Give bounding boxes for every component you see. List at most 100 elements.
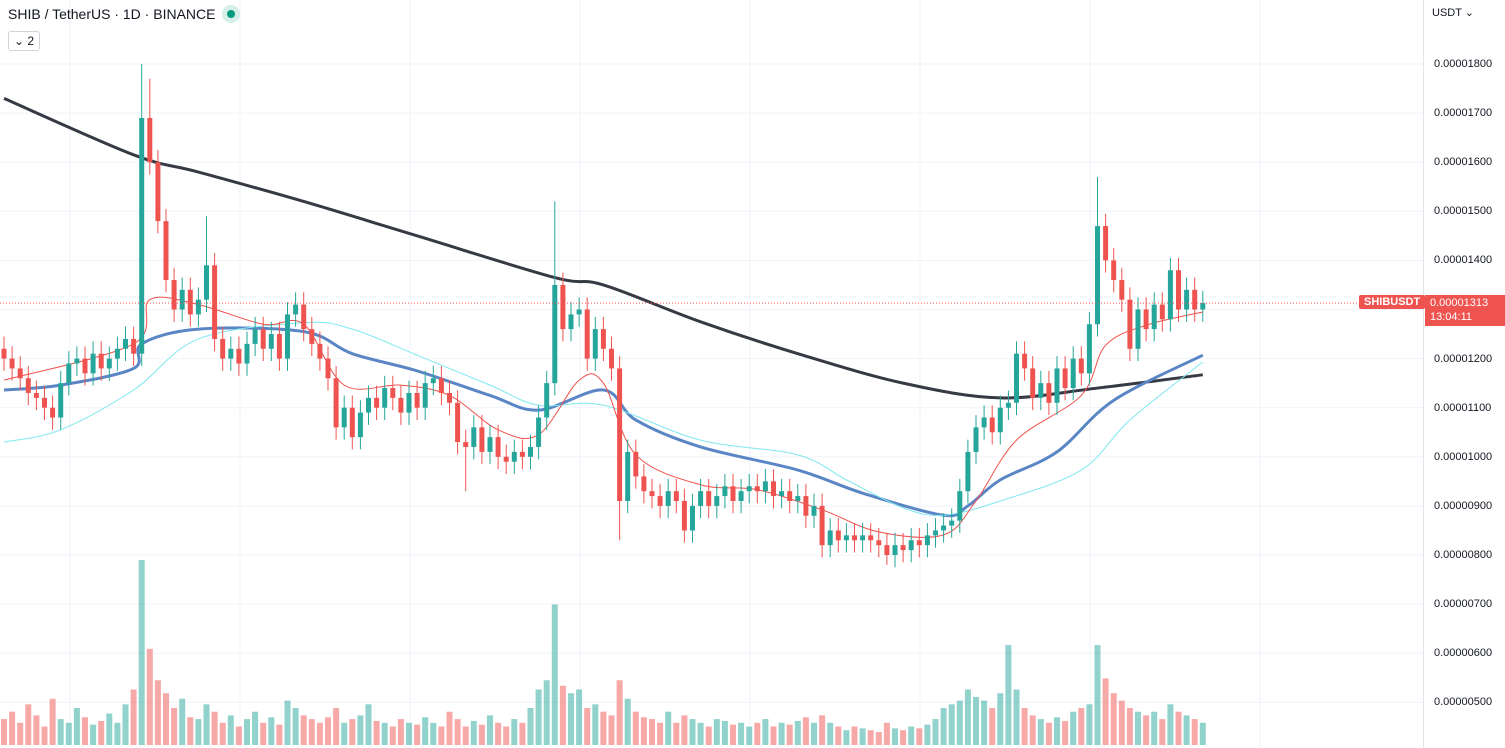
candle-body <box>690 505 695 531</box>
volume-bar <box>260 722 267 745</box>
candle-body <box>722 486 728 497</box>
volume-bar <box>219 722 226 745</box>
indicators-toggle-button[interactable]: ⌄ 2 <box>8 31 41 51</box>
candle-body <box>641 476 647 492</box>
candle-body <box>933 530 938 536</box>
candle-body <box>762 481 768 492</box>
volume-bar <box>341 722 348 745</box>
volume-bar <box>624 698 631 745</box>
volume-bar <box>1151 711 1158 745</box>
volume-bar <box>665 711 672 745</box>
candle-body <box>357 412 363 438</box>
candle-body <box>771 481 776 497</box>
candle-body <box>438 378 444 393</box>
volume-bar <box>1013 689 1020 745</box>
candle-body <box>949 520 955 526</box>
volume-bar <box>179 698 186 745</box>
candle-body <box>260 329 266 349</box>
symbol-legend[interactable]: SHIB / TetherUS · 1D · BINANCE <box>8 6 236 22</box>
volume-bar <box>308 719 315 745</box>
volume-bar <box>122 704 129 745</box>
candle-body <box>503 456 509 462</box>
volume-bar <box>932 719 939 745</box>
volume-bar <box>657 722 664 745</box>
candle-body <box>341 407 347 428</box>
price-tick-label: 0.00001400 <box>1434 254 1493 267</box>
volume-bar <box>1118 700 1125 745</box>
candle-body <box>374 397 380 408</box>
candle-body <box>471 427 477 447</box>
price-tick-label: 0.00000900 <box>1434 499 1493 512</box>
candle-body <box>519 451 525 457</box>
volume-bar <box>616 680 623 745</box>
candle-body <box>98 353 104 369</box>
candle-body <box>220 338 226 359</box>
candle-body <box>1062 368 1068 389</box>
candle-body <box>25 378 31 393</box>
price-tick-label: 0.00000700 <box>1434 598 1493 611</box>
volume-bar <box>211 711 218 745</box>
candle-body <box>114 348 120 359</box>
volume-bar <box>357 715 364 745</box>
candle-body <box>131 338 137 354</box>
candle-body <box>195 299 201 315</box>
volume-bar <box>1167 704 1174 745</box>
candle-body <box>333 378 339 428</box>
candle-body <box>1 348 7 359</box>
candle-body <box>552 284 558 384</box>
candle-body <box>187 289 193 315</box>
volume-bar <box>770 726 777 745</box>
candle-body <box>1192 289 1198 310</box>
volume-bar <box>568 693 574 745</box>
candle-body <box>544 383 550 418</box>
candle-body <box>681 500 687 531</box>
volume-bar <box>57 719 64 745</box>
candle-body <box>1078 358 1084 374</box>
volume-bar <box>608 715 615 745</box>
price-tick-label: 0.00000600 <box>1434 647 1493 660</box>
bar-countdown: 13:04:11 <box>1430 311 1473 323</box>
volume-bar <box>875 732 882 745</box>
volume-bar <box>827 722 834 745</box>
volume-bar <box>786 724 793 745</box>
candle-body <box>730 486 736 501</box>
volume-bar <box>843 730 850 745</box>
volume-bar <box>195 719 202 745</box>
volume-bar <box>867 730 874 745</box>
volume-bar <box>1086 704 1093 745</box>
volume-bar <box>114 722 121 745</box>
candle-body <box>1135 309 1141 349</box>
candle-body <box>900 545 906 551</box>
candle-body <box>1022 353 1028 369</box>
candle-body <box>965 451 971 492</box>
volume-bar <box>381 722 388 745</box>
price-axis[interactable]: USDT ⌄ 0.00001800 0.00001700 0.00001600 0.0… <box>1423 0 1505 748</box>
candle-body <box>609 348 614 369</box>
volume-bar <box>746 726 753 745</box>
candle-body <box>463 442 469 447</box>
candle-body <box>106 358 112 369</box>
volume-bar <box>300 715 307 745</box>
candle-body <box>673 491 679 501</box>
volume-bar <box>41 726 48 745</box>
candle-body <box>827 530 833 546</box>
candle-body <box>155 162 161 222</box>
volume-bar <box>997 693 1004 745</box>
candle-body <box>625 451 631 501</box>
volume-bar <box>349 719 356 745</box>
candle-body <box>754 486 760 492</box>
volume-bar <box>802 717 809 745</box>
candle-body <box>973 427 979 452</box>
volume-bar <box>576 689 583 745</box>
volume-bar <box>1021 708 1028 745</box>
candle-body <box>787 491 793 501</box>
currency-selector[interactable]: USDT ⌄ <box>1432 7 1475 19</box>
candle-body <box>657 496 663 506</box>
volume-bar <box>503 726 510 745</box>
price-chart[interactable] <box>0 0 1423 748</box>
volume-bar <box>146 648 153 745</box>
volume-bar <box>1159 719 1166 745</box>
candle-body <box>17 368 23 379</box>
candle-body <box>811 505 817 516</box>
volume-bar <box>1175 711 1182 745</box>
